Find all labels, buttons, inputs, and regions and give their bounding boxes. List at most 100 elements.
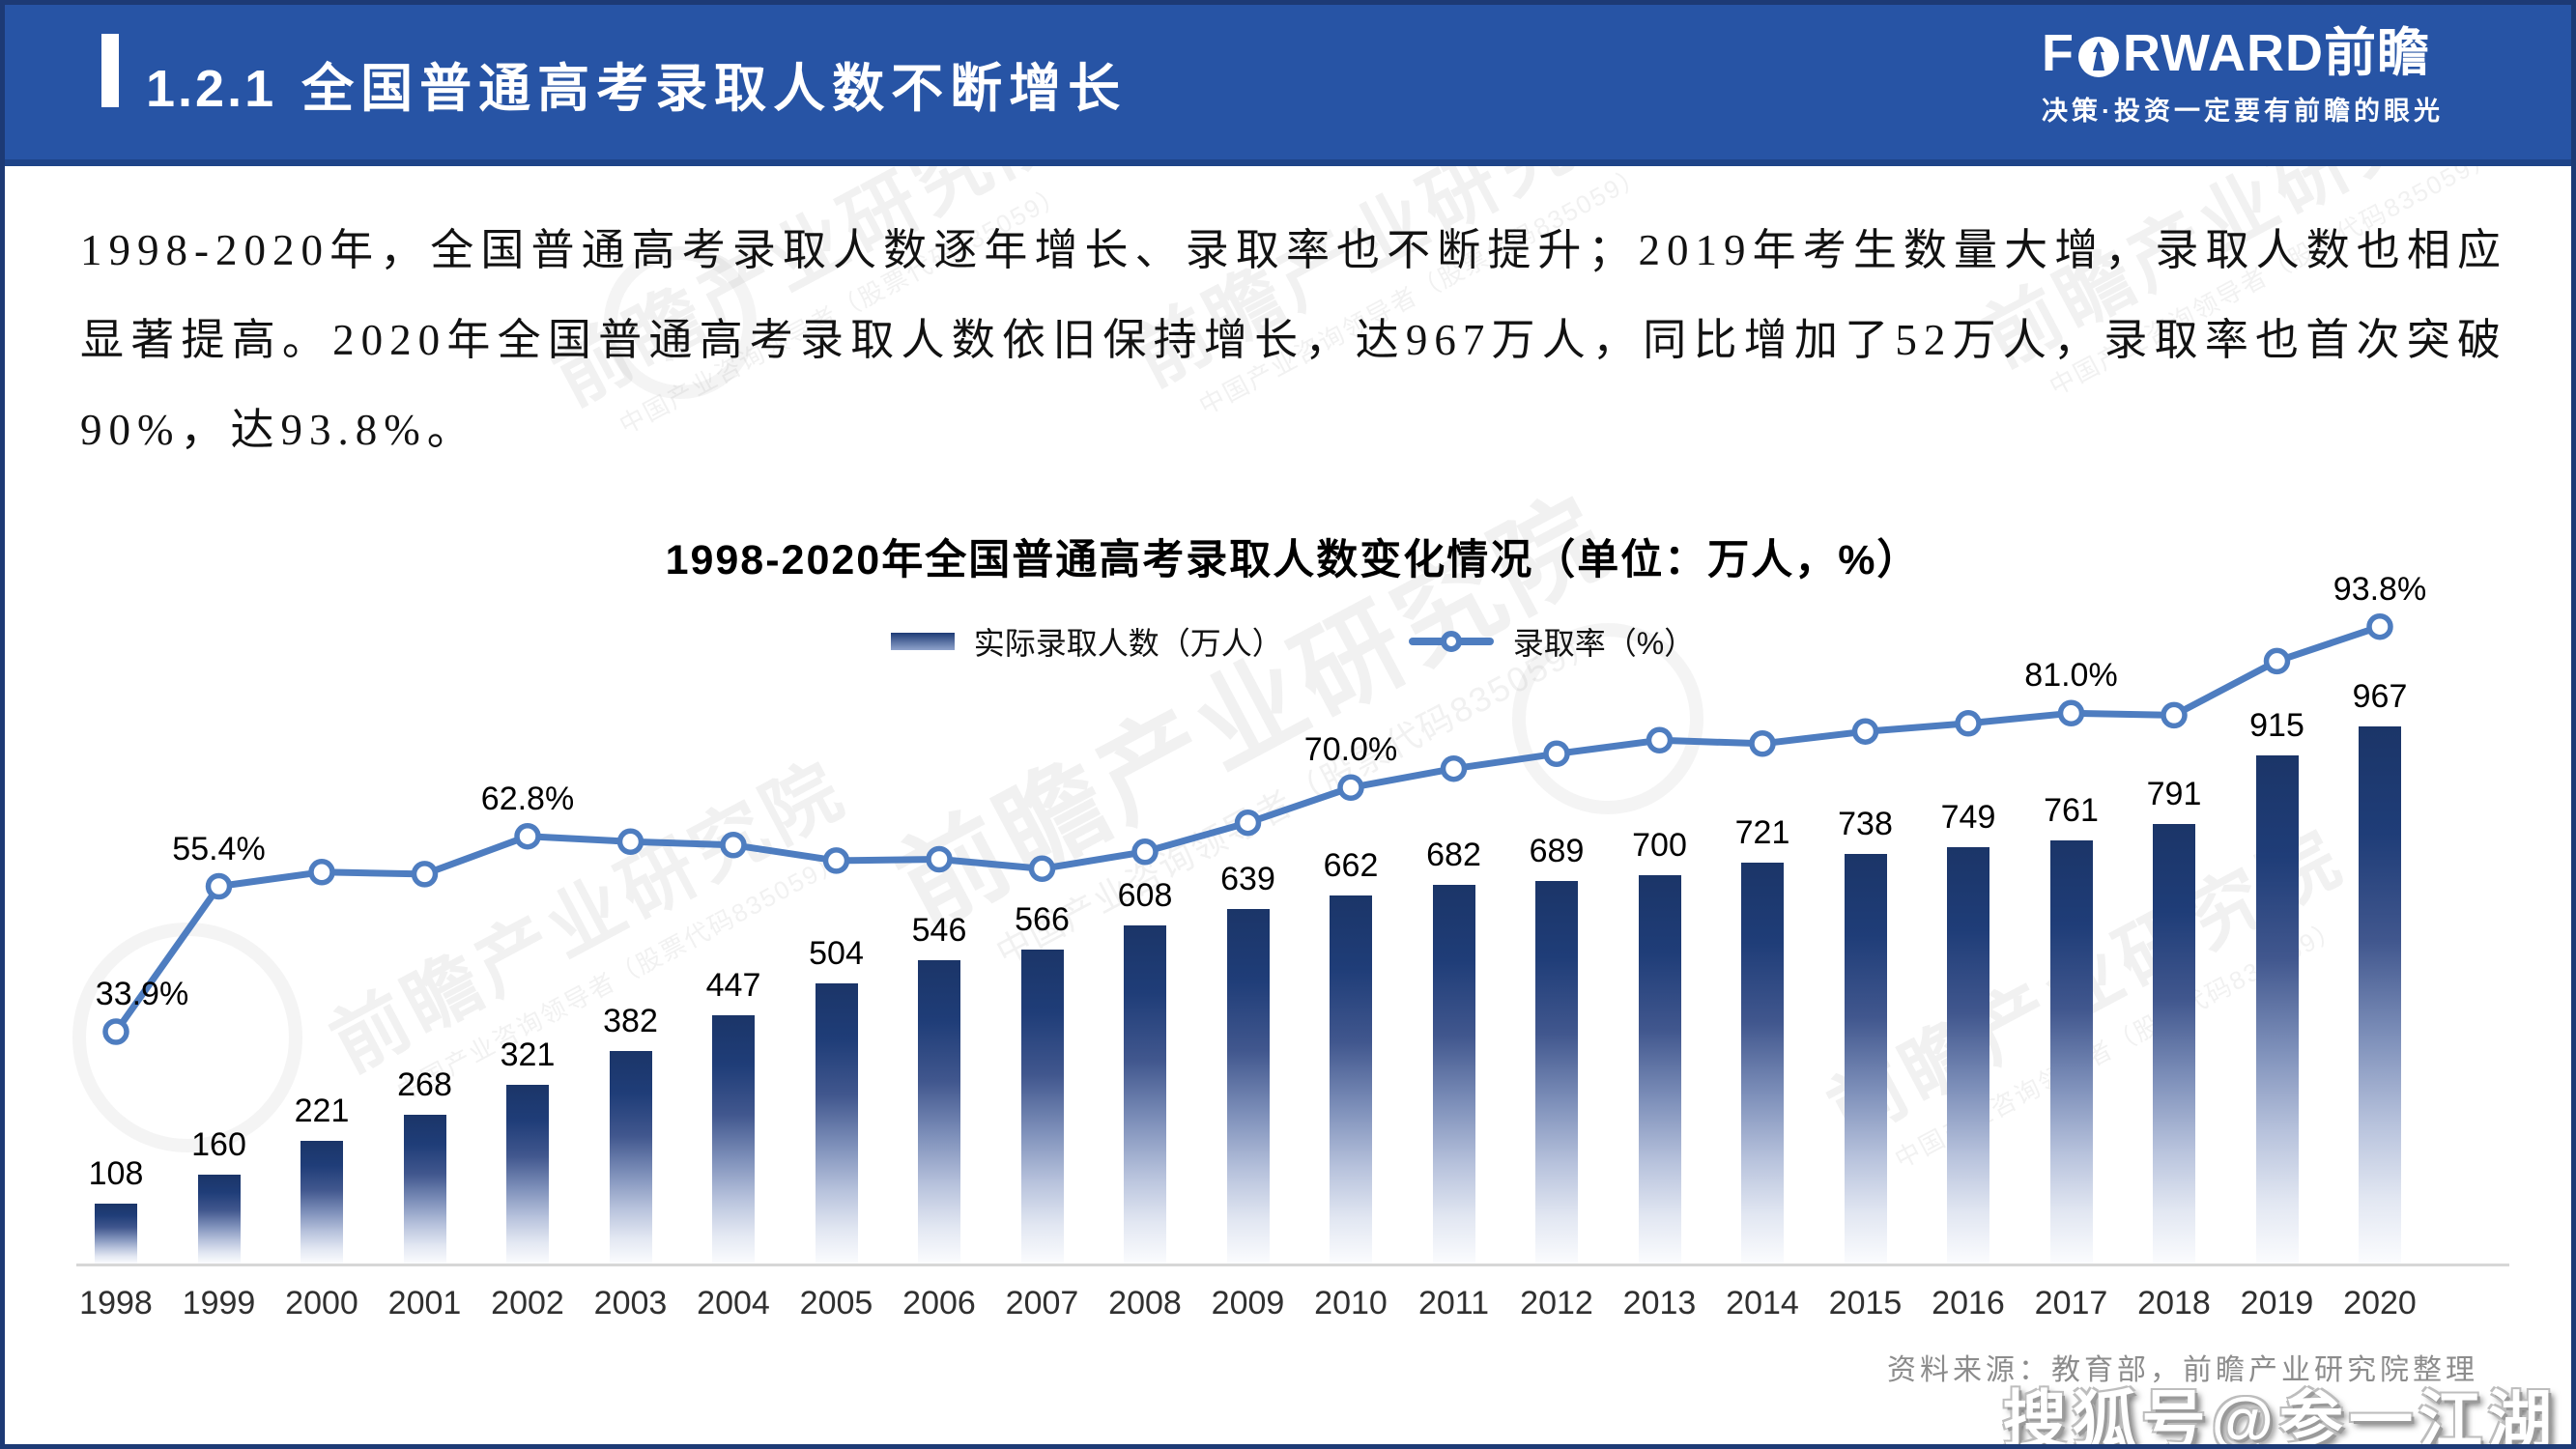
x-axis-label: 2019 [2240,1285,2314,1321]
x-axis-label: 2004 [697,1285,770,1321]
bar-2015 [1844,853,1887,1264]
rate-marker [1440,754,1468,782]
bar-2005 [815,983,858,1264]
x-axis-label: 2006 [902,1285,976,1321]
bar-2019 [2255,754,2299,1264]
x-axis-label: 2018 [2137,1285,2211,1321]
legend-line-marker [1440,631,1462,652]
legend-bar-label: 实际录取人数（万人） [973,626,1283,661]
x-axis-label: 1999 [182,1285,256,1321]
bar-2000 [301,1140,343,1264]
sohu-watermark: 搜狐号@参一江湖 [2002,1384,2558,1449]
x-axis-label: 2002 [491,1285,564,1321]
bar-2008 [1124,925,1166,1264]
rate-marker [1337,774,1364,802]
rate-marker [1955,710,1982,737]
bar-value-label: 639 [1220,860,1275,897]
x-axis-label: 2012 [1520,1285,1593,1321]
bar-2003 [609,1051,652,1264]
bar-2013 [1638,874,1681,1264]
bar-2006 [918,960,960,1264]
bar-2007 [1020,949,1064,1264]
section-number: 1.2.1 [146,60,277,118]
bar-2011 [1432,884,1475,1264]
bar-2018 [2153,824,2195,1264]
legend-rate-label: 录取率（%） [1512,626,1696,661]
rate-point-label: 70.0% [1303,731,1398,769]
rate-point-label: 55.4% [172,830,266,867]
x-axis-line [76,1264,2509,1266]
rate-marker [411,861,439,888]
rate-point-label: 93.8% [2333,570,2427,608]
rate-marker [2366,612,2393,640]
bar-value-label: 268 [397,1065,452,1103]
x-axis-label: 2014 [1726,1285,1799,1321]
rate-marker [1234,809,1262,837]
header-bar: 1.2.1 全国普通高考录取人数不断增长 F RWARD前瞻 决策·投资一定要有前瞻… [5,5,2571,166]
x-axis-label: 2007 [1005,1285,1079,1321]
brand-logo: F RWARD前瞻 [2042,22,2444,84]
rate-line-svg [102,612,2393,1045]
x-axis-label: 2016 [1932,1285,2005,1321]
x-axis-label: 2013 [1622,1285,1697,1321]
bar-2004 [712,1014,755,1264]
rate-marker [1851,718,1879,745]
bar-value-label: 321 [500,1037,556,1074]
rate-point-label: 81.0% [2024,657,2118,695]
rate-marker [926,845,953,873]
bar-value-label: 967 [2352,677,2408,715]
x-axis-label: 2015 [1828,1285,1903,1321]
bar-2001 [403,1114,446,1264]
x-axis-label: 2000 [285,1285,358,1321]
bar-2017 [2049,840,2093,1264]
rate-marker [616,828,644,856]
bar-2014 [1741,863,1784,1264]
legend-item-rate: 录取率（%） [1408,619,1696,664]
bar-value-label: 700 [1632,826,1687,864]
page-title: 1.2.1 全国普通高考录取人数不断增长 [146,45,1127,122]
x-axis-label: 2001 [387,1285,462,1321]
source-note: 资料来源：教育部，前瞻产业研究院整理 [1887,1354,2478,1386]
bar-value-label: 566 [1015,900,1070,938]
bar-value-label: 108 [88,1154,144,1192]
bar-value-label: 160 [191,1126,246,1163]
legend-line-swatch [1408,631,1494,652]
bar-2002 [506,1085,549,1264]
x-axis-label: 2017 [2034,1285,2108,1321]
bar-value-label: 221 [294,1092,350,1129]
bar-value-label: 608 [1117,877,1173,915]
x-axis-label: 2005 [799,1285,873,1321]
rate-marker [2057,699,2085,727]
bar-1999 [197,1175,241,1264]
rate-marker [205,872,233,900]
rate-marker [102,1018,129,1045]
x-axis-label: 2020 [2343,1285,2417,1321]
bar-value-label: 721 [1734,814,1790,852]
rate-marker [720,832,747,859]
bar-value-label: 689 [1529,832,1585,869]
bar-value-label: 749 [1940,799,1996,837]
header-accent-bar [101,34,119,107]
rate-marker [822,847,850,874]
lighthouse-o-icon [2076,31,2121,77]
bar-value-label: 791 [2146,776,2202,813]
rate-point-label: 33.9% [95,976,189,1012]
body-paragraph: 1998-2020年，全国普通高考录取人数逐年增长、录取率也不断提升；2019年… [80,226,2507,454]
chart-title: 1998-2020年全国普通高考录取人数变化情况（单位：万人，%） [665,537,1921,583]
rate-marker [1543,740,1570,768]
bar-value-label: 761 [2044,792,2099,830]
bar-2009 [1226,908,1270,1264]
chart-plot: 108 1998 160 1999 221 2000 268 2001 321 2002 382 20… [63,571,2523,1348]
section-title: 全国普通高考录取人数不断增长 [301,60,1128,118]
bar-value-label: 546 [911,912,967,950]
bar-2016 [1947,847,1989,1264]
bar-2020 [2359,725,2401,1264]
legend-item-enrollment: 实际录取人数（万人） [890,619,1283,664]
rate-marker [2263,647,2291,675]
rate-marker [1749,730,1776,757]
bar-value-label: 382 [603,1003,658,1040]
logo-suffix: RWARD前瞻 [2123,24,2431,82]
brand-tagline: 决策·投资一定要有前瞻的眼光 [2042,97,2444,126]
bar-2012 [1535,880,1578,1264]
